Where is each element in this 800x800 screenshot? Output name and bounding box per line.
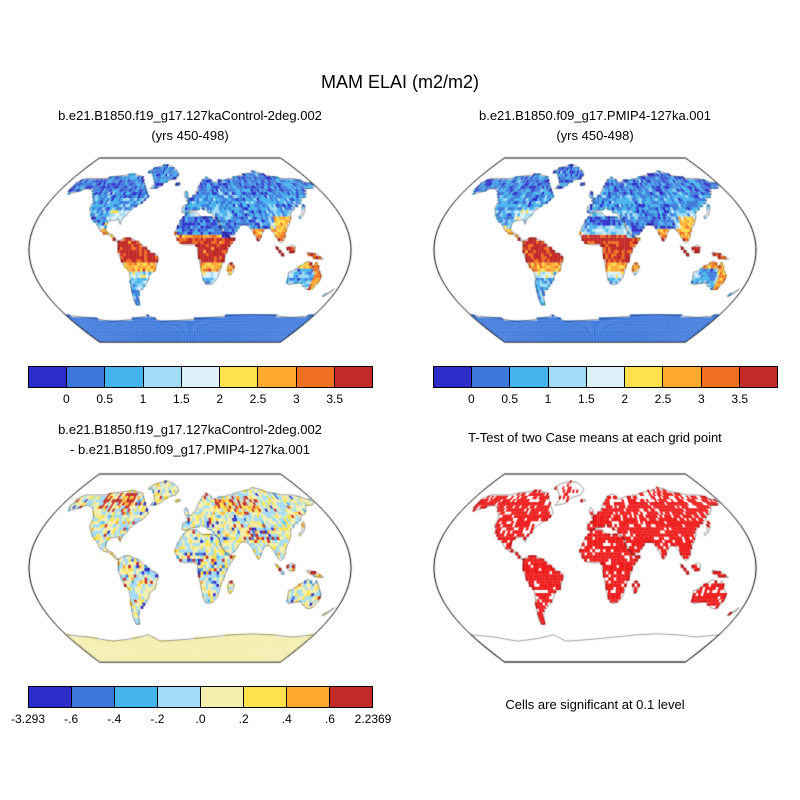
panel-bottom-left-title-line2: - b.e21.B1850.f09_g17.PMIP4-127ka.001 <box>70 441 310 457</box>
colorbar-tick-label: -.4 <box>107 712 122 726</box>
colorbar-labels: 0 0.5 1 1.5 2 2.5 3 3.5 <box>28 392 373 407</box>
panel-top-right-title-line1: b.e21.B1850.f09_g17.PMIP4-127ka.001 <box>478 108 711 123</box>
colorbar-labels: -3.293 -.6 -.4 -.2 .0 .2 .4 .6 2.2369 <box>11 712 391 727</box>
colorbar-boxes <box>28 366 373 388</box>
colorbar-tick-label: 0.5 <box>501 392 518 406</box>
figure-title: MAM ELAI (m2/m2) <box>320 72 480 92</box>
colorbar-tick-label: 3 <box>292 392 300 406</box>
panel-top-right-title-line2: (yrs 450-498) <box>556 127 634 143</box>
colorbar-box <box>330 687 372 707</box>
colorbar-box <box>181 367 221 387</box>
colorbar-tick-label: 3.5 <box>326 392 343 406</box>
colorbar-tick-label: 0.5 <box>96 392 113 406</box>
colorbar-tick-label: .2 <box>238 712 249 726</box>
colorbar-box <box>29 367 68 387</box>
colorbar-box <box>143 367 182 387</box>
colorbar-box <box>115 687 158 707</box>
colorbar-box <box>105 367 144 387</box>
colorbar-box <box>296 367 335 387</box>
colorbar-box <box>244 687 287 707</box>
colorbar-tick-label: 3 <box>697 392 705 406</box>
map-top-right-canvas <box>430 152 760 348</box>
colorbar-box <box>220 367 259 387</box>
colorbar-box <box>663 367 702 387</box>
colorbar-tick-label: 3.5 <box>731 392 748 406</box>
colorbar-tick-label: 2.5 <box>249 392 267 406</box>
panel-bottom-right-title: T-Test of two Case means at each grid po… <box>468 430 722 445</box>
map-bottom-right-canvas <box>430 468 760 668</box>
colorbar-box <box>67 367 106 387</box>
colorbar-tick-label: 1.5 <box>577 392 595 406</box>
colorbar-box <box>29 687 72 707</box>
colorbar-tick-label: .0 <box>195 712 206 726</box>
panel-top-left-title-line2: (yrs 450-498) <box>151 127 229 143</box>
panel-top-right-title: b.e21.B1850.f09_g17.PMIP4-127ka.001 (yrs… <box>415 106 775 145</box>
colorbar-box <box>548 367 587 387</box>
significance-caption: Cells are significant at 0.1 level <box>505 697 685 712</box>
colorbar-boxes <box>28 686 373 708</box>
colorbar-tick-label: 2.5 <box>654 392 672 406</box>
panel-top-left-title-line1: b.e21.B1850.f19_g17.127kaControl-2deg.00… <box>58 108 322 123</box>
colorbar-box <box>510 367 549 387</box>
colorbar-box <box>334 367 372 387</box>
colorbar-box <box>739 367 777 387</box>
colorbar-tick-label: 1 <box>139 392 147 406</box>
colorbar-tick-label: .4 <box>281 712 292 726</box>
colorbar-box <box>586 367 626 387</box>
colorbar-box <box>158 687 201 707</box>
panel-bottom-left-title-line1: b.e21.B1850.f19_g17.127kaControl-2deg.00… <box>58 422 322 437</box>
colorbar-box <box>434 367 473 387</box>
colorbar-tick-label: -.6 <box>64 712 79 726</box>
colorbar-boxes <box>433 366 778 388</box>
colorbar-tick-label: 2 <box>621 392 628 406</box>
colorbar-diff: -3.293 -.6 -.4 -.2 .0 .2 .4 .6 2.2369 <box>11 686 391 727</box>
colorbar-box <box>701 367 740 387</box>
colorbar-box <box>625 367 664 387</box>
colorbar-control: 0 0.5 1 1.5 2 2.5 3 3.5 <box>28 366 373 407</box>
colorbar-labels: 0 0.5 1 1.5 2 2.5 3 3.5 <box>433 392 778 407</box>
colorbar-box <box>472 367 511 387</box>
colorbar-tick-label: -3.293 <box>10 712 46 726</box>
map-top-left-canvas <box>25 152 355 348</box>
colorbar-tick-label: 2.2369 <box>354 712 392 726</box>
colorbar-box <box>287 687 330 707</box>
colorbar-tick-label: -.2 <box>150 712 165 726</box>
panel-bottom-left-title: b.e21.B1850.f19_g17.127kaControl-2deg.00… <box>10 420 370 459</box>
colorbar-tick-label: 1 <box>544 392 552 406</box>
colorbar-box <box>258 367 297 387</box>
colorbar-tick-label: 0 <box>62 392 70 406</box>
colorbar-box <box>72 687 115 707</box>
colorbar-tick-label: 1.5 <box>172 392 190 406</box>
panel-top-left-title: b.e21.B1850.f19_g17.127kaControl-2deg.00… <box>10 106 370 145</box>
colorbar-box <box>201 687 244 707</box>
colorbar-tick-label: .6 <box>324 712 335 726</box>
map-bottom-left-canvas <box>25 468 355 668</box>
colorbar-pmip4: 0 0.5 1 1.5 2 2.5 3 3.5 <box>433 366 778 407</box>
colorbar-tick-label: 2 <box>216 392 223 406</box>
colorbar-tick-label: 0 <box>467 392 475 406</box>
